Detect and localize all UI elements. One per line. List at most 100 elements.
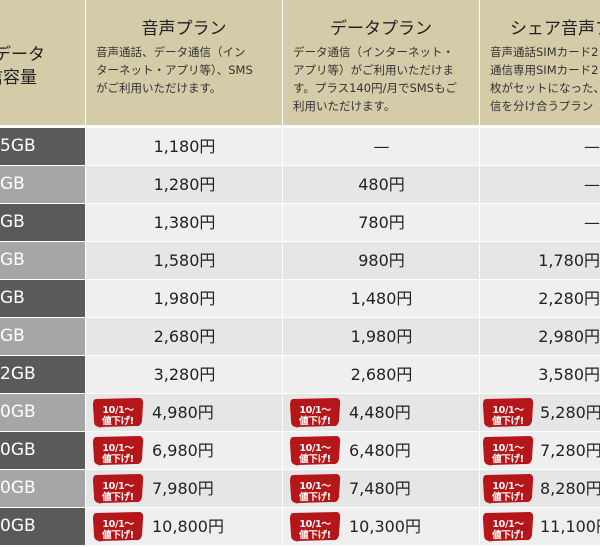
data-price-cell: 480円 (282, 166, 479, 203)
data-price: 780円 (358, 213, 405, 232)
voice-price-cell: 1,280円 (85, 166, 282, 203)
share-price: 2,980円 (538, 327, 600, 346)
data-price-cell: 10/1～ 値下げ! 6,480円 (282, 432, 479, 469)
price-cut-badge: 10/1～ 値下げ! (92, 473, 144, 504)
badge-line2: 値下げ! (492, 416, 524, 427)
price-cut-badge: 10/1～ 値下げ! (289, 473, 341, 504)
share-price: 8,280円 (540, 479, 600, 498)
header-capacity-line2: 信容量 (0, 68, 37, 88)
table-row: 0GB 10/1～ 値下げ! 6,980円 10/1～ 値下げ! 6,480円 10/1～ 値下… (0, 432, 600, 469)
badge-line1: 10/1～ (102, 443, 134, 454)
badge-line2: 値下げ! (492, 530, 524, 541)
data-price: 980円 (358, 251, 405, 270)
header-voice-plan: 音声プラン 音声通話、データ通信（イン ターネット・アプリ等）、SMS がご利用… (86, 0, 283, 125)
share-price: — (584, 137, 600, 156)
share-price: 11,100円 (540, 517, 600, 536)
table-row: 5GB 1,180円 — — (0, 128, 600, 165)
share-price-cell: 2,280円 (479, 280, 600, 317)
badge-line1: 10/1～ (102, 481, 134, 492)
badge-line2: 値下げ! (299, 454, 331, 465)
share-price: 2,280円 (538, 289, 600, 308)
table-row: GB 1,380円 780円 — (0, 204, 600, 241)
data-price-cell: 980円 (282, 242, 479, 279)
voice-price: 2,680円 (153, 327, 216, 346)
price-cut-badge: 10/1～ 値下げ! (92, 435, 144, 466)
badge-line2: 値下げ! (102, 530, 134, 541)
data-price: 7,480円 (349, 479, 411, 498)
table-row: 2GB 3,280円 2,680円 3,580円 (0, 356, 600, 393)
data-price: 1,480円 (350, 289, 413, 308)
badge-line1: 10/1～ (492, 481, 524, 492)
voice-price: 7,980円 (152, 479, 214, 498)
capacity-cell: GB (0, 280, 85, 317)
share-price-cell: 1,780円 (479, 242, 600, 279)
data-price: 1,980円 (350, 327, 413, 346)
data-price: 4,480円 (349, 403, 411, 422)
data-price-cell: 2,680円 (282, 356, 479, 393)
capacity-label: 5GB (0, 136, 36, 156)
badge-line2: 値下げ! (492, 454, 524, 465)
voice-price: 1,580円 (153, 251, 216, 270)
share-price: 5,280円 (540, 403, 600, 422)
badge-line1: 10/1～ (492, 519, 524, 530)
share-price-cell: — (479, 128, 600, 165)
capacity-cell: 0GB (0, 394, 85, 431)
table-row: GB 1,980円 1,480円 2,280円 (0, 280, 600, 317)
data-price-cell: 1,480円 (282, 280, 479, 317)
badge-line1: 10/1～ (299, 405, 331, 416)
badge-line1: 10/1～ (102, 519, 134, 530)
capacity-label: GB (0, 212, 25, 232)
table-row: 0GB 10/1～ 値下げ! 10,800円 10/1～ 値下げ! 10,300円 10/1～… (0, 508, 600, 545)
data-price-cell: 10/1～ 値下げ! 7,480円 (282, 470, 479, 507)
data-price-cell: — (282, 128, 479, 165)
badge-line1: 10/1～ (299, 481, 331, 492)
capacity-label: 0GB (0, 402, 36, 422)
share-price: 3,580円 (538, 365, 600, 384)
badge-line1: 10/1～ (299, 519, 331, 530)
badge-line1: 10/1～ (492, 443, 524, 454)
capacity-cell: 0GB (0, 508, 85, 545)
data-price: 480円 (358, 175, 405, 194)
table-row: GB 1,280円 480円 — (0, 166, 600, 203)
data-price: 10,300円 (349, 517, 421, 536)
data-price: 2,680円 (350, 365, 413, 384)
voice-price: 1,180円 (153, 137, 216, 156)
voice-price-cell: 10/1～ 値下げ! 6,980円 (85, 432, 282, 469)
capacity-cell: GB (0, 166, 85, 203)
data-price-cell: 780円 (282, 204, 479, 241)
data-price-cell: 1,980円 (282, 318, 479, 355)
header-share-plan: シェア音声プ 音声通話SIMカード2 通信専用SIMカード2 枚がセットになった… (480, 0, 600, 125)
price-cut-badge: 10/1～ 値下げ! (289, 435, 341, 466)
capacity-label: 0GB (0, 516, 36, 536)
data-plan-desc: データ通信（インターネット・ アプリ等）がご利用いただけま す。プラス140円/… (293, 45, 457, 113)
voice-price-cell: 1,980円 (85, 280, 282, 317)
badge-line1: 10/1～ (299, 443, 331, 454)
badge-line2: 値下げ! (102, 454, 134, 465)
voice-price-cell: 10/1～ 値下げ! 7,980円 (85, 470, 282, 507)
capacity-cell: GB (0, 318, 85, 355)
capacity-label: GB (0, 288, 25, 308)
capacity-label: 0GB (0, 478, 36, 498)
voice-price-cell: 2,680円 (85, 318, 282, 355)
badge-line2: 値下げ! (299, 416, 331, 427)
data-price-cell: 10/1～ 値下げ! 4,480円 (282, 394, 479, 431)
data-price-cell: 10/1～ 値下げ! 10,300円 (282, 508, 479, 545)
voice-price-cell: 1,380円 (85, 204, 282, 241)
voice-price: 6,980円 (152, 441, 214, 460)
badge-line2: 値下げ! (102, 416, 134, 427)
capacity-cell: 2GB (0, 356, 85, 393)
capacity-label: 2GB (0, 364, 36, 384)
data-price: 6,480円 (349, 441, 411, 460)
capacity-label: 0GB (0, 440, 36, 460)
price-cut-badge: 10/1～ 値下げ! (482, 397, 534, 428)
voice-price-cell: 3,280円 (85, 356, 282, 393)
voice-price: 1,380円 (153, 213, 216, 232)
share-price-cell: 10/1～ 値下げ! 7,280円 (479, 432, 600, 469)
price-cut-badge: 10/1～ 値下げ! (482, 435, 534, 466)
table-row: 0GB 10/1～ 値下げ! 7,980円 10/1～ 値下げ! 7,480円 10/1～ 値下… (0, 470, 600, 507)
badge-line2: 値下げ! (299, 530, 331, 541)
price-cut-badge: 10/1～ 値下げ! (289, 397, 341, 428)
price-cut-badge: 10/1～ 値下げ! (482, 511, 534, 542)
share-price-cell: 10/1～ 値下げ! 8,280円 (479, 470, 600, 507)
